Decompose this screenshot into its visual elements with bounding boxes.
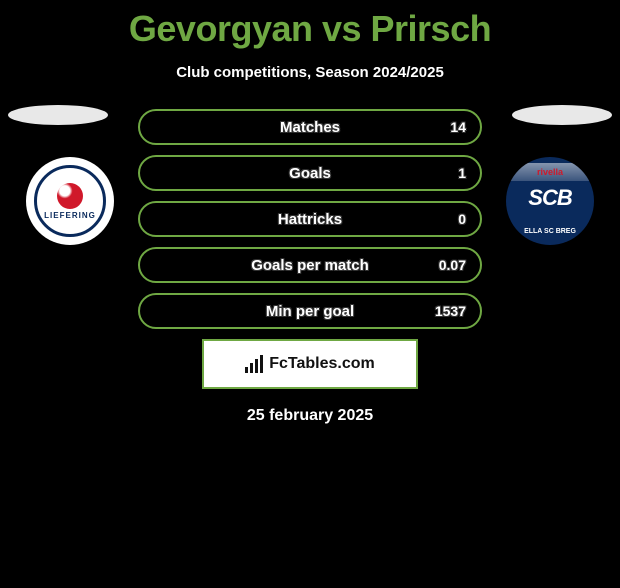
brand-label: FcTables.com bbox=[269, 355, 375, 373]
stat-row-min-per-goal: Min per goal 1537 bbox=[138, 293, 482, 329]
left-team-logo: LIEFERING bbox=[26, 157, 114, 245]
stat-label: Min per goal bbox=[266, 303, 354, 320]
brand-box[interactable]: FcTables.com bbox=[202, 339, 418, 389]
right-team-sponsor: rivella bbox=[506, 163, 594, 181]
ball-icon bbox=[57, 183, 83, 209]
stat-value-right: 14 bbox=[450, 119, 466, 135]
stat-label: Goals per match bbox=[251, 257, 369, 274]
stat-row-goals: Goals 1 bbox=[138, 155, 482, 191]
right-player-ellipse bbox=[512, 105, 612, 125]
left-player-ellipse bbox=[8, 105, 108, 125]
date-text: 25 february 2025 bbox=[0, 407, 620, 425]
right-team-logo: rivella SCB ELLA SC BREG bbox=[506, 157, 594, 245]
stat-label: Goals bbox=[289, 165, 331, 182]
stat-row-matches: Matches 14 bbox=[138, 109, 482, 145]
stat-label: Matches bbox=[280, 119, 340, 136]
stat-row-goals-per-match: Goals per match 0.07 bbox=[138, 247, 482, 283]
comparison-panel: LIEFERING rivella SCB ELLA SC BREG Match… bbox=[0, 109, 620, 425]
stat-label: Hattricks bbox=[278, 211, 342, 228]
stat-value-right: 1537 bbox=[435, 303, 466, 319]
subtitle: Club competitions, Season 2024/2025 bbox=[0, 64, 620, 81]
left-team-name: LIEFERING bbox=[44, 211, 96, 220]
stat-value-right: 1 bbox=[458, 165, 466, 181]
right-team-sub: ELLA SC BREG bbox=[506, 228, 594, 235]
stat-value-right: 0 bbox=[458, 211, 466, 227]
page-title: Gevorgyan vs Prirsch bbox=[0, 8, 620, 50]
stat-row-hattricks: Hattricks 0 bbox=[138, 201, 482, 237]
right-team-abbr: SCB bbox=[506, 185, 594, 211]
stat-value-right: 0.07 bbox=[439, 257, 466, 273]
bar-chart-icon bbox=[245, 355, 263, 373]
stat-rows: Matches 14 Goals 1 Hattricks 0 Goals per… bbox=[138, 109, 482, 329]
